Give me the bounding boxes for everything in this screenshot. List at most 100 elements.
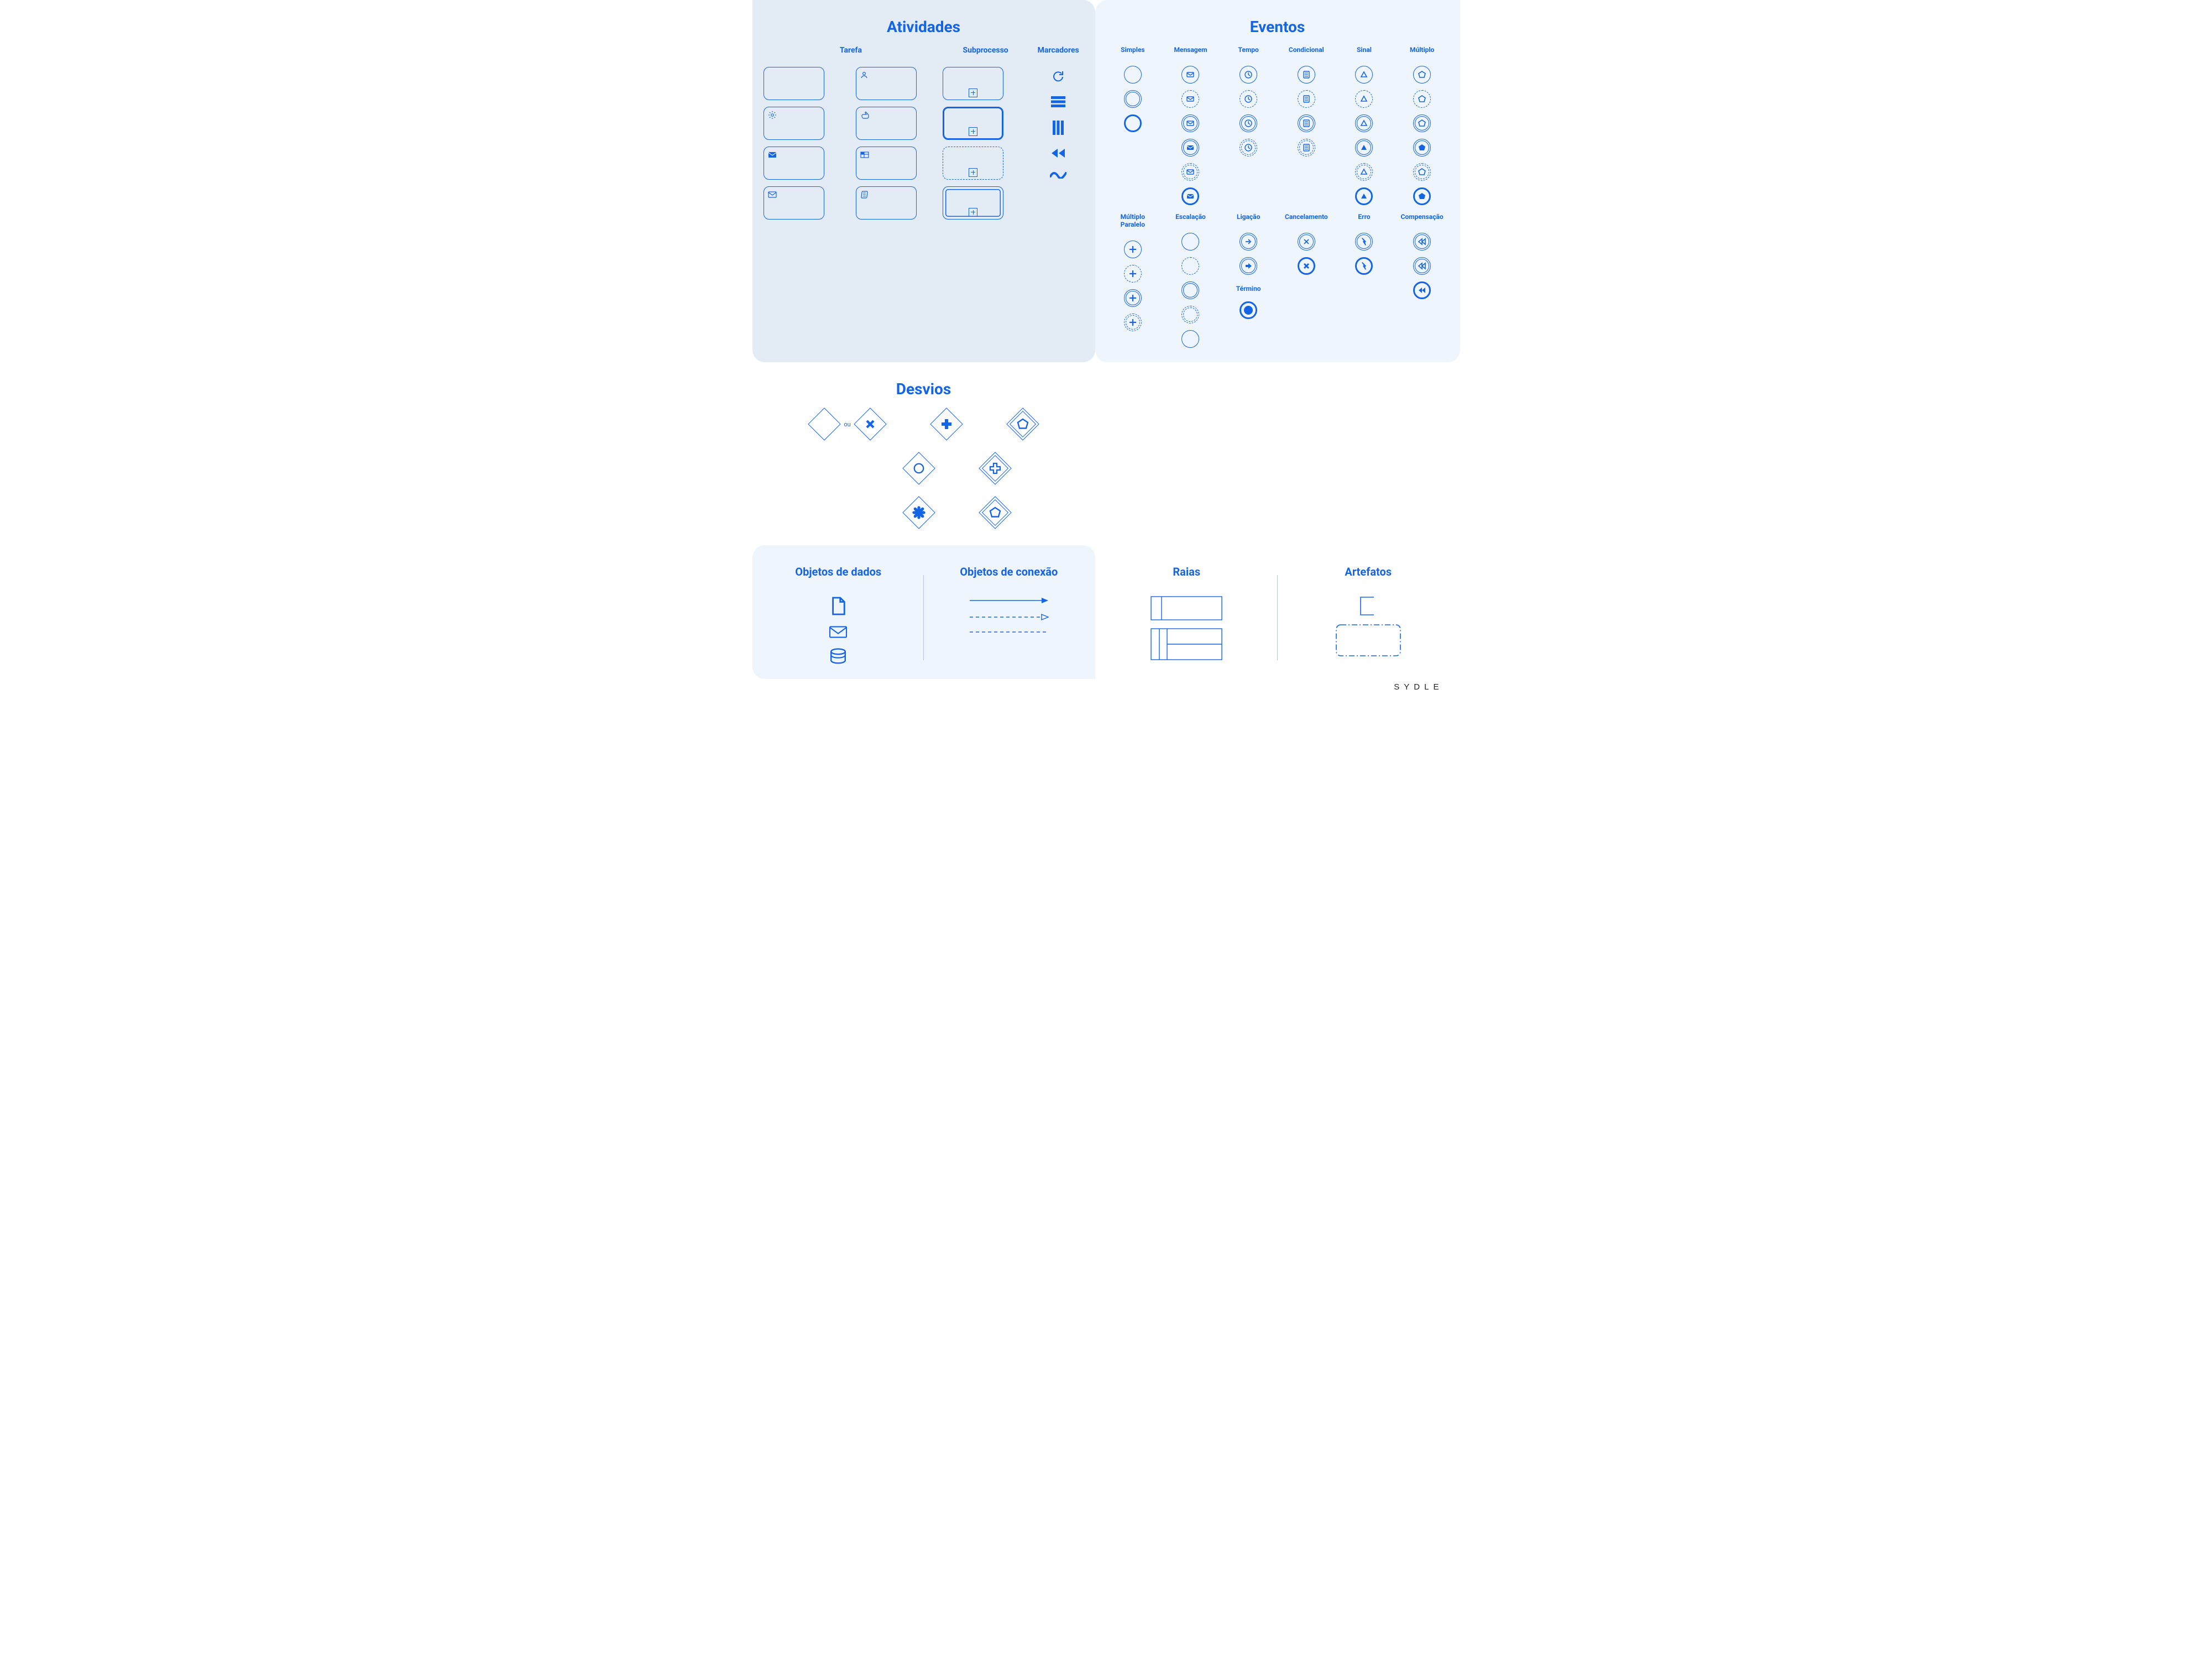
ev-erro-2 <box>1355 257 1373 275</box>
ev-comp-3 <box>1413 281 1431 299</box>
ev-par-3 <box>1124 289 1142 307</box>
marker-loop-icon <box>1052 70 1065 83</box>
hdr-mensagem: Mensagem <box>1174 46 1207 54</box>
marker-comp-icon <box>1050 148 1066 159</box>
objetos-conexao-title: Objetos de conexão <box>960 565 1058 578</box>
ev-par-4 <box>1124 314 1142 331</box>
ev-esc-3 <box>1181 281 1199 299</box>
ev-erro-1 <box>1355 233 1373 250</box>
hdr-cond: Condicional <box>1289 46 1324 54</box>
gw-complex <box>903 497 935 529</box>
task-abstract <box>764 67 824 100</box>
hdr-sinal: Sinal <box>1357 46 1372 54</box>
gw-event-pentagon-1 <box>1007 408 1039 440</box>
sub-reusable <box>943 107 1003 140</box>
ev-sinal-5 <box>1355 163 1373 181</box>
ev-cond-4 <box>1298 139 1315 156</box>
ev-mult-1 <box>1413 66 1431 83</box>
sub-event <box>943 147 1003 180</box>
ev-msg-3 <box>1181 114 1199 132</box>
subprocess-grid <box>943 67 1028 220</box>
hdr-mult: Múltiplo <box>1410 46 1434 54</box>
col-marcadores: Marcadores <box>1033 46 1084 55</box>
ev-sinal-2 <box>1355 90 1373 108</box>
eventos-group1: Simples Mensagem Tempo <box>1106 46 1449 205</box>
gw-exclusive <box>854 408 886 440</box>
ev-termino <box>1240 301 1257 319</box>
ev-comp-1 <box>1413 233 1431 250</box>
ev-simples-inter <box>1124 90 1142 108</box>
ev-cond-2 <box>1298 90 1315 108</box>
sub-collapsed <box>943 67 1003 100</box>
ev-can-2 <box>1298 257 1315 275</box>
brand-label: SYDLE <box>752 679 1460 697</box>
ev-msg-6 <box>1181 187 1199 205</box>
panel-artefatos: Artefatos <box>1282 553 1455 666</box>
ev-sinal-3 <box>1355 114 1373 132</box>
hdr-ligacao: Ligação <box>1237 213 1260 221</box>
panel-raias: Raias <box>1101 553 1273 666</box>
group-icon <box>1335 624 1402 657</box>
ev-cond-1 <box>1298 66 1315 83</box>
data-object-icon <box>830 596 846 616</box>
desvios-title: Desvios <box>764 380 1084 398</box>
ev-par-1 <box>1124 241 1142 258</box>
marker-seq-icon <box>1050 96 1066 108</box>
gw-parallel <box>930 408 963 440</box>
ev-mult-3 <box>1413 114 1431 132</box>
ev-lig-2 <box>1240 257 1257 275</box>
data-message-icon <box>825 624 851 640</box>
objetos-dados-title: Objetos de dados <box>795 565 881 578</box>
panel-atividades: Atividades Tarefa Subprocesso Marcadores <box>752 0 1095 362</box>
ev-esc-2 <box>1181 257 1199 275</box>
termino-label: Término <box>1236 285 1261 293</box>
ev-simples-end <box>1124 114 1142 132</box>
panel-desvios: Desvios ou <box>752 362 1095 545</box>
ev-mult-2 <box>1413 90 1431 108</box>
panel-eventos: Eventos Simples Mensagem Tempo <box>1095 0 1460 362</box>
task-service <box>764 107 824 140</box>
ev-esc-5 <box>1181 330 1199 348</box>
data-store-icon <box>828 648 848 666</box>
raias-title: Raias <box>1173 565 1200 578</box>
ev-sinal-4 <box>1355 139 1373 156</box>
task-manual <box>856 107 917 140</box>
ev-can-1 <box>1298 233 1315 250</box>
tasks-grid <box>764 67 939 220</box>
ev-tempo-3 <box>1240 114 1257 132</box>
hdr-comp: Compensação <box>1401 213 1444 221</box>
eventos-group2: Múltiplo Paralelo Escalação Ligação <box>1106 213 1449 348</box>
ev-simples-start <box>1124 66 1142 83</box>
task-receive <box>764 186 824 220</box>
ev-tempo-4 <box>1240 139 1257 156</box>
ev-esc-1 <box>1181 233 1199 250</box>
eventos-title: Eventos <box>1106 18 1449 36</box>
ev-msg-1 <box>1181 66 1199 83</box>
ev-msg-4 <box>1181 139 1199 156</box>
ev-cond-3 <box>1298 114 1315 132</box>
hdr-cancel: Cancelamento <box>1285 213 1328 221</box>
ev-tempo-2 <box>1240 90 1257 108</box>
panel-objetos-dados: Objetos de dados <box>758 553 919 666</box>
ev-lig-1 <box>1240 233 1257 250</box>
gw-exclusive-pair: ou <box>808 408 886 440</box>
seq-flow-icon <box>968 596 1050 605</box>
marker-adhoc-icon <box>1050 171 1066 179</box>
assoc-icon <box>968 629 1050 635</box>
col-tarefa: Tarefa <box>764 46 939 55</box>
hdr-tempo: Tempo <box>1238 46 1259 54</box>
task-send <box>764 147 824 180</box>
hdr-escal: Escalação <box>1175 213 1206 221</box>
hdr-simples: Simples <box>1121 46 1145 54</box>
annotation-icon <box>1357 596 1379 616</box>
gw-event-pentagon-2 <box>979 497 1011 529</box>
panel-objetos-conexao: Objetos de conexão <box>928 553 1090 666</box>
ev-msg-5 <box>1181 163 1199 181</box>
gw-event-plus <box>979 452 1011 484</box>
ev-sinal-1 <box>1355 66 1373 83</box>
ev-mult-6 <box>1413 187 1431 205</box>
task-rule <box>856 147 917 180</box>
ev-esc-4 <box>1181 306 1199 323</box>
pool-icon <box>1151 596 1222 620</box>
sub-transaction <box>943 186 1003 220</box>
